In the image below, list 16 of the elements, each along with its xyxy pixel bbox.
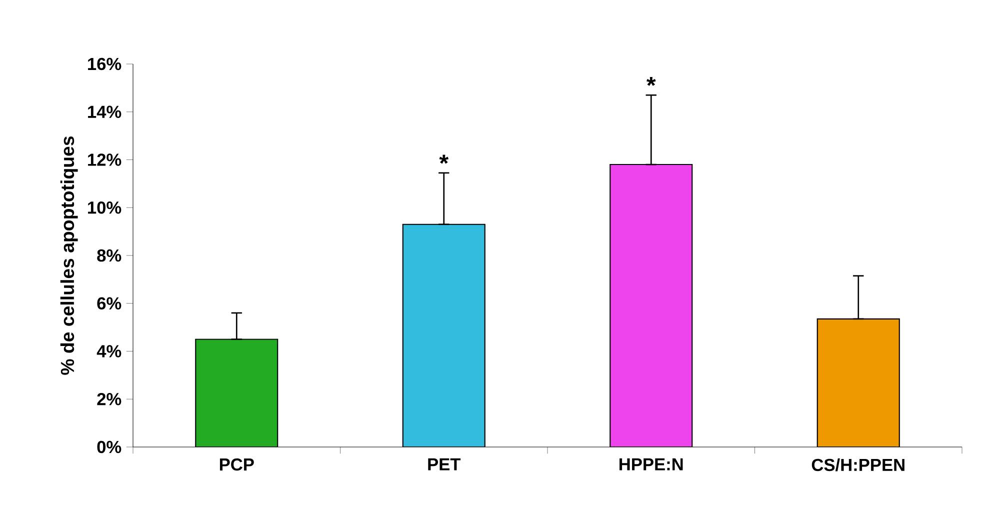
annotation: * bbox=[646, 76, 656, 86]
y-tick-label: 12% bbox=[88, 154, 122, 166]
annotation: * bbox=[439, 154, 449, 164]
y-tick-label: 10% bbox=[88, 201, 122, 214]
y-tick-label: 6% bbox=[97, 297, 122, 310]
y-axis-title: % de cellules apoptotiques bbox=[60, 136, 78, 375]
x-tick-label: CS/H:PPEN bbox=[812, 458, 904, 472]
x-tick-label: PET bbox=[428, 458, 461, 470]
y-tick-label: 2% bbox=[97, 392, 122, 406]
y-tick-label: 16% bbox=[88, 58, 122, 70]
y-tick-label: 4% bbox=[96, 345, 122, 358]
y-tick-label: 8% bbox=[97, 249, 122, 262]
x-tick-label: PCP bbox=[220, 458, 254, 471]
y-tick-label: 0% bbox=[97, 440, 122, 454]
x-tick-label: HPPE:N bbox=[620, 458, 683, 470]
y-tick-label: 14% bbox=[88, 106, 122, 118]
